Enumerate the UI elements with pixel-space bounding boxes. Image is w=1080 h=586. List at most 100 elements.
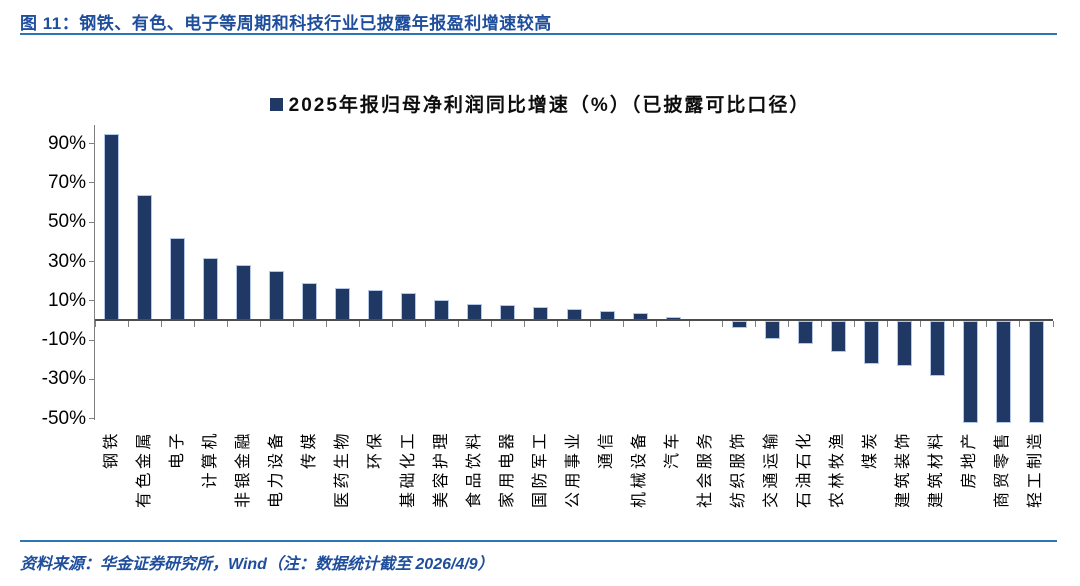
bar — [797, 320, 813, 345]
x-axis-category-label: 基础化工 — [399, 430, 417, 509]
bar — [929, 320, 945, 376]
x-axis-category-label: 医药生物 — [333, 430, 351, 509]
bar — [137, 194, 153, 321]
bar — [863, 320, 879, 364]
x-axis-tick — [556, 321, 558, 327]
y-axis-tick-label: 10% — [47, 289, 86, 311]
figure-title: 图 11：钢铁、有色、电子等周期和科技行业已披露年报盈利增速较高 — [20, 14, 552, 33]
x-axis-category-label: 电力设备 — [267, 430, 285, 509]
x-axis-tick — [523, 321, 525, 327]
x-axis-category-label: 石油石化 — [796, 430, 814, 509]
x-axis-category-label: 商贸零售 — [994, 430, 1012, 509]
x-axis-category-label: 机械设备 — [631, 430, 649, 509]
x-axis-category-label: 传媒 — [300, 430, 318, 470]
x-axis-tick — [1019, 321, 1021, 327]
x-axis-tick — [292, 321, 294, 327]
bar — [401, 292, 417, 321]
x-axis-tick — [391, 321, 393, 327]
x-axis-category-label: 汽车 — [664, 430, 682, 470]
x-axis-category-label: 有色金属 — [135, 430, 153, 509]
bar — [830, 320, 846, 352]
y-axis-line — [94, 125, 95, 420]
x-axis-tick — [887, 321, 889, 327]
x-axis-category-label: 非银金融 — [234, 430, 252, 509]
x-axis-tick — [325, 321, 327, 327]
y-axis-tick — [89, 182, 95, 184]
x-axis-tick — [358, 321, 360, 327]
bar — [1028, 320, 1044, 423]
bar — [269, 271, 285, 321]
x-axis-category-label: 社会服务 — [697, 430, 715, 509]
x-axis-category-label: 纺织服饰 — [730, 430, 748, 509]
y-axis-tick-label: -30% — [41, 368, 86, 390]
bar — [170, 237, 186, 321]
x-axis-tick — [755, 321, 757, 327]
x-axis-category-label: 房地产 — [961, 430, 979, 489]
x-axis-tick — [457, 321, 459, 327]
x-axis-category-label: 美容护理 — [432, 430, 450, 509]
x-axis-tick — [854, 321, 856, 327]
x-axis-category-label: 公用事业 — [565, 430, 582, 509]
bar — [104, 133, 120, 321]
x-axis-category-label: 煤炭 — [862, 430, 880, 470]
bar — [368, 290, 384, 321]
legend-label: 2025年报归母净利润同比增速（%）（已披露可比口径） — [288, 95, 811, 116]
x-axis-tick — [821, 321, 823, 327]
bar — [335, 288, 351, 321]
bar — [962, 320, 978, 423]
bar — [467, 303, 483, 321]
x-axis-tick — [424, 321, 426, 327]
title-divider — [20, 33, 1057, 35]
x-axis-tick — [689, 321, 691, 327]
x-axis-tick — [94, 321, 96, 327]
chart-legend: 2025年报归母净利润同比增速（%）（已披露可比口径） — [0, 90, 1080, 117]
y-axis-tick — [89, 261, 95, 263]
x-axis-category-label: 建筑装饰 — [895, 430, 913, 509]
x-axis-category-label: 通信 — [598, 430, 616, 470]
y-axis-tick-label: 50% — [47, 211, 86, 233]
y-axis-tick-label: -50% — [41, 407, 86, 429]
bar — [896, 320, 912, 366]
x-axis-tick — [490, 321, 492, 327]
x-axis-category-label: 交通运输 — [763, 430, 781, 509]
x-axis-category-label: 电子 — [168, 430, 186, 470]
y-axis-tick-label: -10% — [41, 329, 86, 351]
bar — [302, 283, 318, 321]
y-axis-tick — [89, 300, 95, 302]
x-axis-tick — [226, 321, 228, 327]
x-axis-tick — [920, 321, 922, 327]
x-axis-category-label: 建筑材料 — [928, 430, 946, 509]
x-axis-tick — [590, 321, 592, 327]
y-axis-tick — [89, 378, 95, 380]
x-axis-tick — [160, 321, 162, 327]
bar — [764, 320, 780, 340]
bar — [434, 299, 450, 321]
x-axis-category-label: 家用电器 — [498, 430, 516, 509]
legend-marker-swatch — [269, 98, 283, 111]
x-axis-category-label: 钢铁 — [102, 430, 120, 470]
bar — [731, 320, 747, 329]
x-axis-tick — [623, 321, 625, 327]
x-axis-tick — [259, 321, 261, 327]
x-axis-zero-line — [95, 319, 1053, 321]
x-axis-tick — [722, 321, 724, 327]
y-axis-tick-label: 90% — [47, 132, 86, 154]
x-axis-category-label: 食品饮料 — [465, 430, 483, 509]
y-axis-tick — [89, 221, 95, 223]
x-axis-category-label: 计算机 — [201, 430, 219, 489]
x-axis-tick — [127, 321, 129, 327]
footer-divider — [20, 540, 1057, 542]
y-axis-tick-label: 30% — [47, 250, 86, 272]
x-axis-category-label: 轻工制造 — [1027, 430, 1045, 509]
bar — [203, 257, 219, 321]
x-axis-tick — [953, 321, 955, 327]
x-axis-tick — [986, 321, 988, 327]
source-note: 资料来源：华金证券研究所，Wind（注：数据统计截至 2026/4/9） — [20, 556, 494, 573]
y-axis-tick — [89, 339, 95, 341]
bar — [995, 320, 1011, 423]
y-axis-tick-label: 70% — [47, 171, 86, 193]
bar — [236, 265, 252, 321]
x-axis-tick — [193, 321, 195, 327]
x-axis-category-label: 农林牧渔 — [829, 430, 847, 509]
